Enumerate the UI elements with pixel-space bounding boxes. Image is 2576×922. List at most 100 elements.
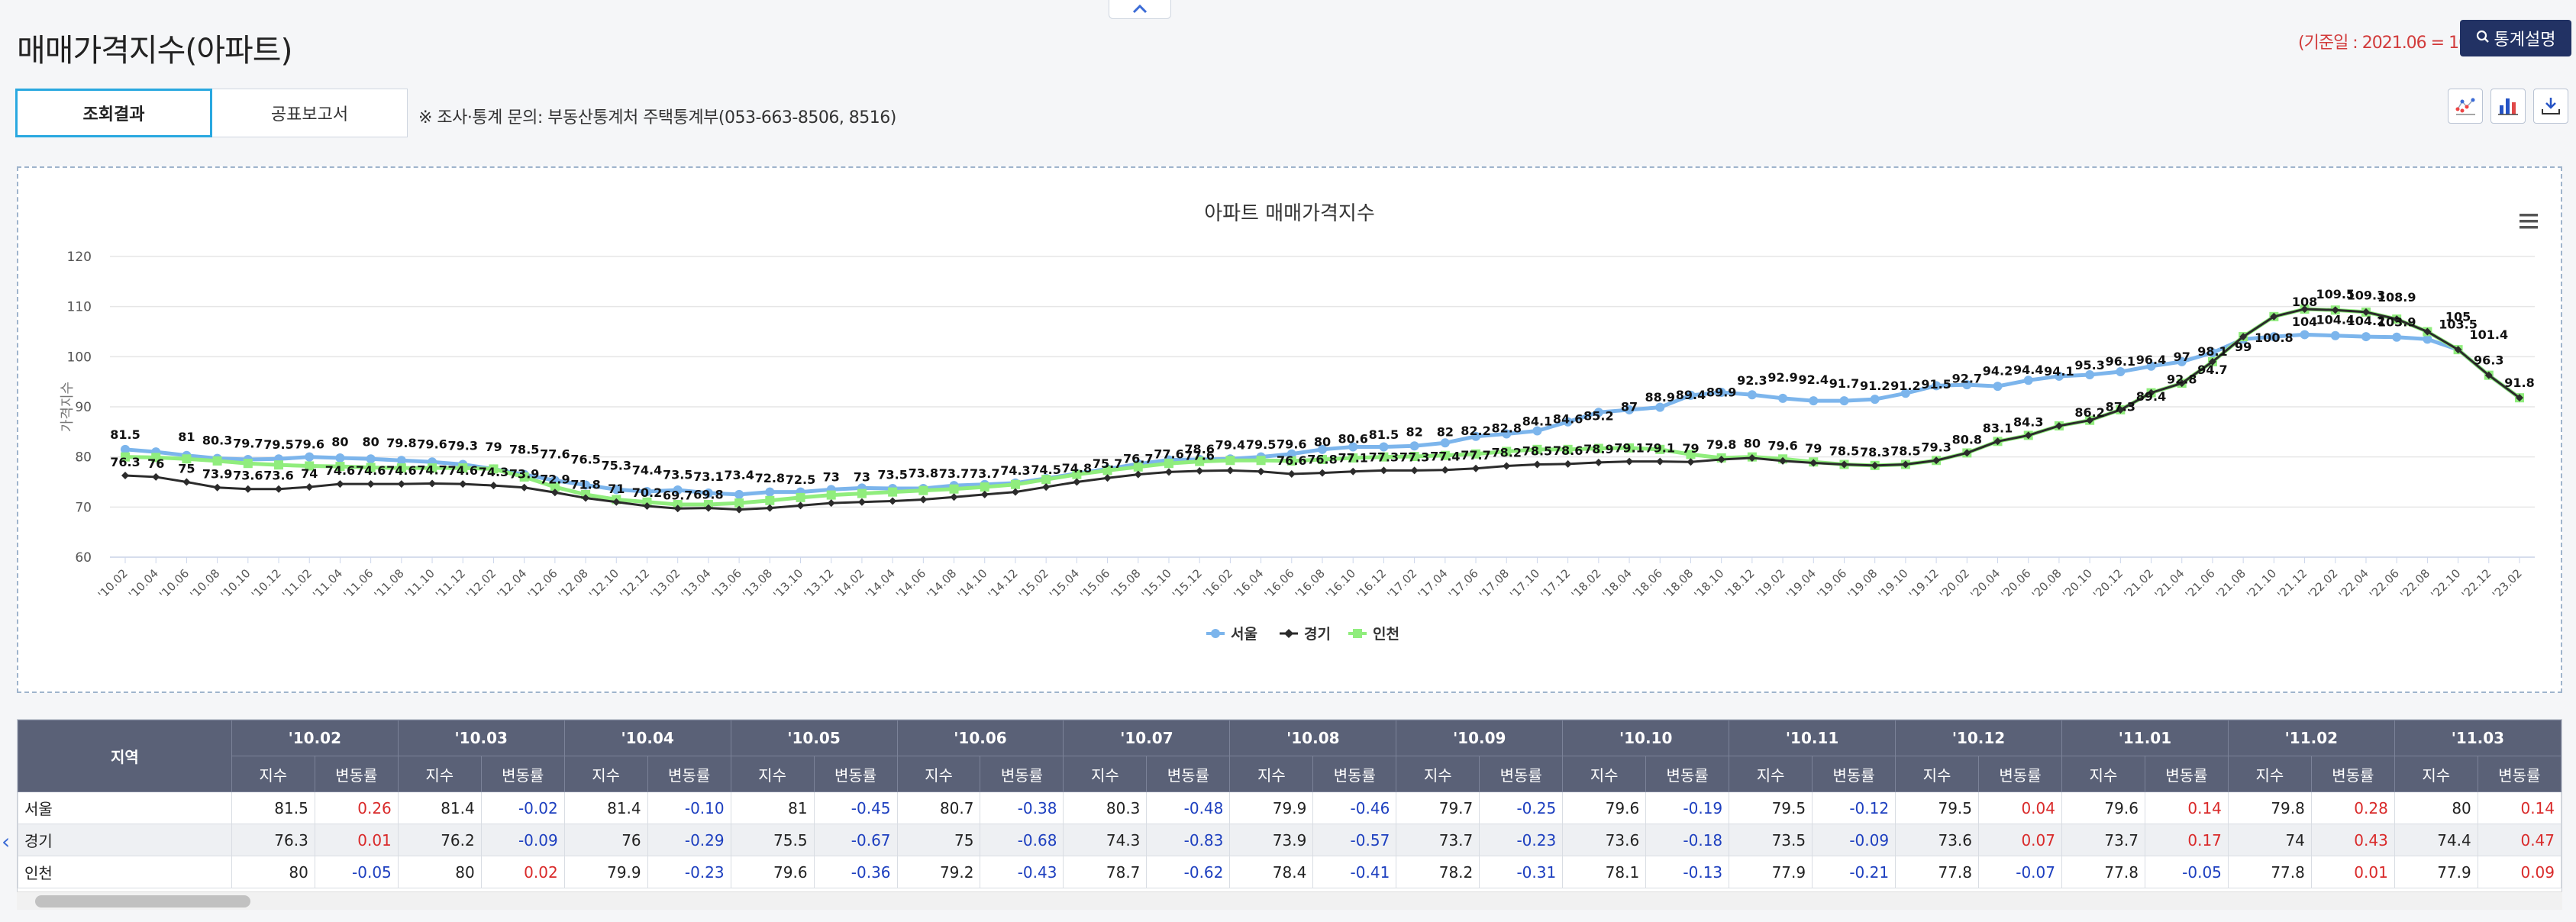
data-point — [704, 504, 712, 512]
y-tick-label: 70 — [75, 500, 92, 515]
scrollbar-thumb[interactable] — [35, 895, 250, 907]
data-label: 104.4 — [2316, 312, 2355, 327]
change-subheader: 변동률 — [2310, 756, 2395, 792]
data-label: 71 — [608, 482, 625, 496]
legend-label: 서울 — [1231, 626, 1257, 643]
data-point — [1656, 457, 1664, 466]
stat-description-button[interactable]: 통계설명 — [2460, 20, 2571, 56]
data-label: 88.9 — [1645, 390, 1675, 405]
data-point — [673, 485, 683, 495]
x-tick-label: '22.02 — [2306, 566, 2341, 601]
x-tick-label: '23.02 — [2490, 566, 2525, 601]
data-point — [1686, 450, 1696, 459]
data-point — [489, 464, 499, 474]
data-point — [151, 453, 161, 463]
data-point — [2300, 330, 2310, 340]
x-tick-label: '16.10 — [1323, 566, 1358, 601]
data-label: 86.2 — [2074, 405, 2104, 420]
data-label: 105 — [2445, 310, 2471, 324]
month-header: '10.03 — [397, 720, 565, 756]
x-tick-label: '18.12 — [1722, 566, 1758, 601]
data-point — [182, 478, 191, 486]
data-point — [673, 505, 682, 513]
data-point — [2177, 379, 2186, 388]
data-point — [612, 498, 621, 506]
x-tick-label: '22.06 — [2367, 566, 2402, 601]
data-label: 75 — [178, 462, 195, 476]
download-icon[interactable] — [2533, 89, 2568, 124]
data-point — [428, 463, 437, 473]
scatter-chart-icon[interactable] — [2448, 89, 2483, 124]
data-point — [950, 493, 958, 501]
data-point — [366, 480, 375, 488]
data-point — [1839, 396, 1849, 406]
data-point — [857, 498, 866, 506]
data-label: 79 — [485, 440, 502, 454]
tab-published-report[interactable]: 공표보고서 — [212, 89, 408, 137]
x-tick-label: '10.06 — [157, 566, 192, 601]
data-label: 91.2 — [1890, 379, 1920, 393]
data-point — [1226, 466, 1235, 475]
bar-chart-icon[interactable] — [2490, 89, 2526, 124]
data-label: 79.4 — [1215, 438, 1245, 453]
data-point — [1779, 456, 1787, 465]
data-point — [2484, 371, 2493, 379]
x-tick-label: '16.12 — [1354, 566, 1389, 601]
data-label: 91.7 — [1829, 376, 1859, 391]
data-label: 79 — [1682, 441, 1699, 456]
data-point — [1993, 382, 2003, 392]
data-point — [1133, 462, 1143, 472]
change-cell: -0.21 — [1812, 856, 1896, 888]
data-label: 108 — [2292, 295, 2317, 309]
tab-results[interactable]: 조회결과 — [15, 89, 212, 137]
data-point — [1809, 396, 1819, 406]
data-label: 73.1 — [693, 469, 723, 484]
region-cell: 인천 — [18, 856, 232, 888]
index-cell: 81.4 — [397, 791, 482, 824]
data-point — [1318, 444, 1327, 454]
data-point — [612, 485, 621, 495]
collapse-toggle[interactable] — [1109, 0, 1171, 19]
change-cell: -0.68 — [980, 824, 1064, 856]
horizontal-scrollbar[interactable] — [17, 891, 2562, 910]
index-cell: 80.7 — [896, 791, 981, 824]
month-header: '10.12 — [1895, 720, 2062, 756]
index-cell: 80.3 — [1063, 791, 1148, 824]
index-cell: 81.4 — [563, 791, 648, 824]
month-header: '11.01 — [2061, 720, 2229, 756]
chevron-left-icon[interactable]: ‹ — [2, 829, 11, 854]
change-cell: -0.09 — [480, 824, 565, 856]
index-cell: 79.7 — [1396, 791, 1480, 824]
data-label: 94.4 — [2013, 363, 2043, 377]
data-point — [1319, 469, 1326, 477]
data-label: 80 — [1314, 435, 1331, 450]
index-cell: 77.8 — [2227, 856, 2312, 888]
data-point — [1532, 444, 1542, 454]
data-point — [121, 471, 129, 479]
data-point — [336, 480, 344, 488]
hamburger-menu-icon[interactable] — [2520, 214, 2538, 229]
data-point — [1563, 417, 1573, 427]
data-point — [1593, 408, 1603, 417]
data-point — [1103, 474, 1112, 482]
change-subheader: 변동률 — [314, 756, 399, 792]
data-point — [888, 487, 898, 497]
index-cell: 74 — [2227, 824, 2312, 856]
month-header: '10.08 — [1229, 720, 1397, 756]
data-label: 76.5 — [570, 453, 600, 467]
index-cell: 75 — [896, 824, 981, 856]
data-point — [1533, 460, 1541, 469]
index-cell: 79.5 — [1895, 791, 1980, 824]
data-point — [182, 454, 192, 464]
data-point — [918, 485, 928, 495]
region-cell: 경기 — [18, 824, 232, 856]
data-label: 94.1 — [2044, 364, 2074, 379]
data-label: 95.3 — [2074, 358, 2104, 372]
x-tick-label: '17.12 — [1538, 566, 1573, 601]
data-label: 73.9 — [509, 467, 539, 482]
data-label: 83.1 — [1983, 421, 2013, 435]
data-point — [1532, 426, 1542, 436]
change-cell: 0.04 — [1978, 791, 2062, 824]
chevron-up-icon — [1131, 0, 1148, 19]
x-tick-label: '15.12 — [1170, 566, 1205, 601]
